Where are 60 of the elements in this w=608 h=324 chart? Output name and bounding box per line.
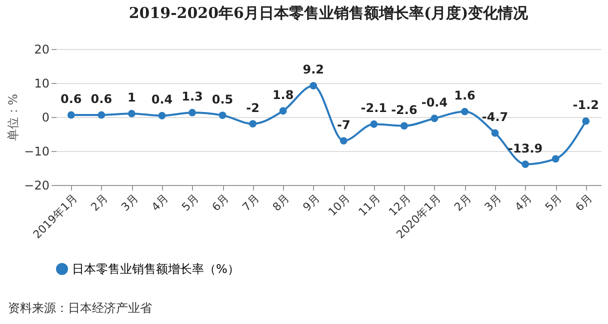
chart-title: 2019-2020年6月日本零售业销售额增长率(月度)变化情况 <box>128 4 530 22</box>
x-tick-label: 12月 <box>386 192 414 219</box>
x-tick-label: 10月 <box>326 192 353 219</box>
data-label: -2.6 <box>391 102 418 117</box>
point <box>370 120 378 128</box>
data-label: 0.6 <box>60 92 82 106</box>
data-label: 0.4 <box>151 92 173 107</box>
point <box>582 117 590 125</box>
point <box>430 114 438 122</box>
point <box>310 82 318 90</box>
data-label: -7 <box>336 118 350 132</box>
point <box>249 120 257 128</box>
point <box>340 137 348 144</box>
point <box>279 107 287 115</box>
data-label: 1.6 <box>454 88 476 103</box>
data-label: -2.1 <box>360 101 388 116</box>
data-label: 0.6 <box>90 92 112 106</box>
data-label: 9.2 <box>302 62 324 77</box>
text: 资料来源：日本经济产业省 <box>8 300 152 317</box>
y-tick-label: 20 <box>34 42 50 56</box>
x-tick-label: 8月 <box>270 192 292 214</box>
x-tick-label: 6月 <box>572 192 595 214</box>
y-tick-label: −10 <box>24 144 50 158</box>
data-label: -1.2 <box>572 98 599 112</box>
y-axis-title: 单位：% <box>6 94 20 142</box>
x-tick-label: 9月 <box>300 192 322 214</box>
data-label: 1 <box>128 90 136 105</box>
y-tick-label: 0 <box>42 110 50 124</box>
legend-label: 日本零售业销售额增长率（%） <box>72 262 240 276</box>
point <box>158 112 166 120</box>
x-tick-label: 3月 <box>118 192 141 214</box>
point <box>128 110 136 118</box>
point <box>218 112 226 119</box>
data-label: 1.3 <box>182 90 203 104</box>
point <box>188 108 196 116</box>
point <box>461 108 468 116</box>
point <box>552 155 560 163</box>
x-tick-label: 2月 <box>452 192 474 214</box>
x-tick-label: 7月 <box>240 192 262 214</box>
x-tick-label: 2月 <box>88 192 110 214</box>
x-tick-label: 5月 <box>542 192 565 214</box>
x-tick-label: 6月 <box>210 192 232 214</box>
point <box>67 111 75 119</box>
data-label: -13.9 <box>508 141 543 156</box>
x-tick-label: 5月 <box>179 192 202 214</box>
x-tick-label: 11月 <box>356 192 383 219</box>
x-tick-label: 4月 <box>512 192 534 214</box>
data-label: 0.5 <box>212 92 234 106</box>
y-tick-label: −20 <box>24 178 50 192</box>
data-label: 1.8 <box>272 88 294 102</box>
point <box>98 111 106 119</box>
y-tick-label: 10 <box>34 76 50 90</box>
data-label: -2 <box>246 100 260 115</box>
point <box>491 129 499 137</box>
x-tick-label: 4月 <box>149 192 171 214</box>
point <box>522 160 530 168</box>
point <box>400 122 408 130</box>
x-tick-label: 3月 <box>482 192 504 214</box>
data-label: -4.7 <box>482 110 508 124</box>
data-label: -0.4 <box>421 95 448 110</box>
